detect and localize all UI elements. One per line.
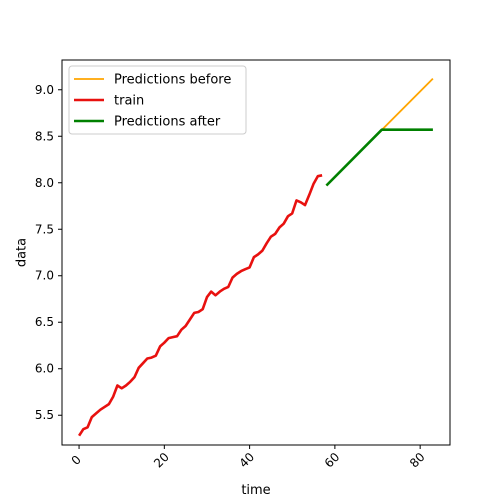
legend-label: Predictions after xyxy=(114,115,221,130)
x-axis-label: time xyxy=(241,483,270,498)
series-layer xyxy=(78,77,434,437)
y-tick-label: 8.0 xyxy=(35,176,54,190)
plot-frame xyxy=(61,59,451,446)
legend-label: train xyxy=(114,94,144,109)
legend: Predictions before train Predictions after xyxy=(68,65,247,135)
legend-label: Predictions before xyxy=(114,73,231,88)
y-tick-label: 6.0 xyxy=(35,362,54,376)
series-line-predictions-after xyxy=(325,128,433,187)
y-tick-label: 8.5 xyxy=(35,129,54,143)
series-line-train xyxy=(78,174,323,437)
y-tick-label: 7.5 xyxy=(35,222,54,236)
y-axis-label: data xyxy=(15,238,30,267)
y-tick-label: 6.5 xyxy=(35,315,54,329)
y-axis: 5.5 6.0 6.5 7.0 7.5 8.0 8.5 9.0 xyxy=(35,83,62,422)
legend-box xyxy=(68,65,247,135)
y-tick-label: 9.0 xyxy=(35,83,54,97)
y-tick-label: 7.0 xyxy=(35,269,54,283)
y-tick-label: 5.5 xyxy=(35,408,54,422)
